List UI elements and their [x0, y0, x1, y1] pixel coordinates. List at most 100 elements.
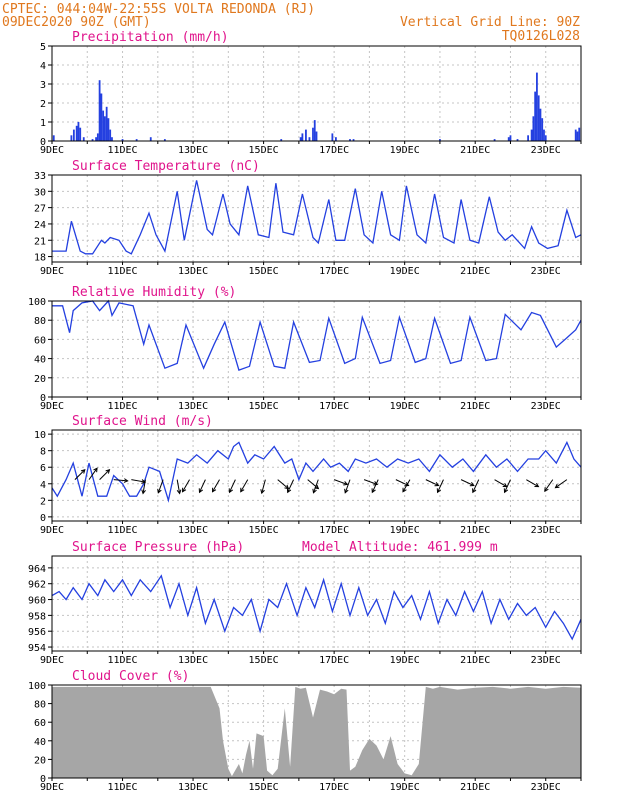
precip-bar: [107, 118, 110, 141]
y-tick-label: 4: [40, 61, 46, 72]
precip-bar: [331, 133, 334, 141]
wind-arrow: [555, 479, 568, 489]
wind-arrowhead: [228, 488, 233, 494]
precip-bar: [534, 91, 537, 141]
y-tick-label: 958: [28, 611, 46, 622]
panel-frame: [51, 45, 582, 142]
wind-arrowhead: [436, 488, 442, 494]
precip-bar: [352, 139, 355, 141]
wind-arrowhead: [240, 487, 245, 493]
wind-arrowhead: [312, 488, 317, 494]
x-tick-label: 19DEC: [390, 266, 420, 277]
temperature-panel: Surface Temperature (nC) 18 21 24 27 30 33 9DEC…: [34, 159, 582, 277]
wind-arrowhead: [373, 481, 379, 486]
precip-bar: [91, 139, 94, 141]
wind-arrow: [142, 479, 146, 494]
wind-arrowhead: [314, 484, 320, 490]
x-tick-label: 13DEC: [178, 782, 208, 793]
wind-arrow: [313, 479, 319, 493]
wind-arrow: [240, 479, 249, 493]
wind-arrowhead: [469, 482, 475, 487]
x-tick-label: 21DEC: [460, 145, 490, 156]
precip-bar: [111, 137, 113, 141]
vertical-grid-note: Vertical Grid Line: 90Z: [400, 15, 580, 30]
wind-arrowhead: [80, 468, 86, 474]
wind-arrow: [494, 479, 507, 488]
y-tick-label: 30: [34, 187, 46, 198]
precip-bar: [135, 139, 138, 141]
y-tick-label: 20: [34, 755, 46, 766]
cloud-cover-title: Cloud Cover (%): [72, 669, 189, 684]
precip-bar: [544, 135, 547, 141]
x-tick-label: 19DEC: [390, 655, 420, 666]
wind-arrow: [131, 479, 146, 483]
y-tick-label: 964: [28, 564, 46, 575]
precip-bar: [334, 137, 337, 141]
precip-bar: [163, 139, 166, 141]
wind-arrowhead: [157, 488, 162, 494]
panel-frame: [51, 555, 582, 652]
wind-arrowhead: [434, 482, 440, 487]
precip-bar: [149, 137, 152, 141]
precip-bar: [543, 129, 545, 141]
y-tick-label: 960: [28, 596, 46, 607]
wind-arrowhead: [503, 488, 509, 494]
precip-bar: [493, 139, 496, 141]
precip-bar: [308, 137, 311, 141]
y-tick-label: 27: [34, 204, 46, 215]
y-tick-label: 6: [40, 463, 46, 474]
y-tick-label: 60: [34, 335, 46, 346]
wind-arrow: [371, 479, 379, 493]
y-tick-label: 4: [40, 480, 46, 491]
wind-arrowhead: [402, 487, 407, 493]
y-tick-label: 33: [34, 171, 46, 182]
y-tick-label: 21: [34, 236, 46, 247]
precip-bar: [527, 135, 529, 141]
wind-arrowhead: [211, 487, 217, 493]
x-tick-label: 11DEC: [107, 655, 137, 666]
wind-arrow: [544, 479, 554, 492]
precip-bar: [70, 135, 73, 141]
wind-arrowhead: [544, 487, 549, 492]
precip-bar: [72, 129, 75, 141]
x-tick-label: 21DEC: [460, 782, 490, 793]
wind-arrow: [344, 479, 351, 493]
precip-bar: [280, 139, 283, 141]
y-tick-label: 18: [34, 253, 46, 264]
station-header: CPTEC: 044:04W-22:55S VOLTA REDONDA (RJ): [2, 2, 315, 17]
precip-bar: [509, 135, 512, 141]
wind-arrow: [307, 479, 319, 490]
y-tick-label: 40: [34, 355, 46, 366]
x-tick-label: 9DEC: [40, 782, 64, 793]
x-tick-label: 17DEC: [319, 525, 349, 536]
x-tick-label: 13DEC: [178, 525, 208, 536]
precip-bar: [439, 139, 441, 141]
precip-bar: [536, 72, 538, 141]
x-tick-label: 9DEC: [40, 145, 64, 156]
x-tick-label: 11DEC: [107, 266, 137, 277]
wind-arrowhead: [260, 489, 265, 495]
wind-arrowhead: [343, 481, 349, 486]
wind-arrowhead: [371, 488, 376, 494]
cloud-cover-panel: Cloud Cover (%) 0 20 40 60 80 100 9DEC 11DEC 13DE…: [28, 669, 582, 793]
precip-bar: [516, 139, 519, 141]
y-tick-label: 80: [34, 700, 46, 711]
x-tick-label: 23DEC: [531, 525, 561, 536]
precip-bar: [539, 108, 542, 141]
wind-arrowhead: [105, 468, 111, 474]
wind-arrowhead: [344, 488, 349, 494]
x-tick-label: 11DEC: [107, 782, 137, 793]
x-tick-label: 15DEC: [249, 401, 279, 412]
wind-arrow: [261, 479, 266, 494]
y-tick-label: 2: [40, 496, 46, 507]
humidity-panel: Relative Humidity (%) 0 20 40 60 80 100 9DEC 11D…: [28, 285, 582, 412]
precipitation-panel: Precipitation (mm/h) 0 1 2 3 4 5 9DEC 11DEC 13DEC…: [40, 30, 582, 156]
x-tick-label: 23DEC: [531, 145, 561, 156]
x-tick-label: 21DEC: [460, 401, 490, 412]
panel-frame: [51, 429, 582, 522]
precip-bar: [100, 93, 103, 141]
x-tick-label: 21DEC: [460, 655, 490, 666]
pressure-panel: Surface Pressure (hPa) Model Altitude: 46…: [28, 540, 582, 666]
x-tick-label: 23DEC: [531, 401, 561, 412]
